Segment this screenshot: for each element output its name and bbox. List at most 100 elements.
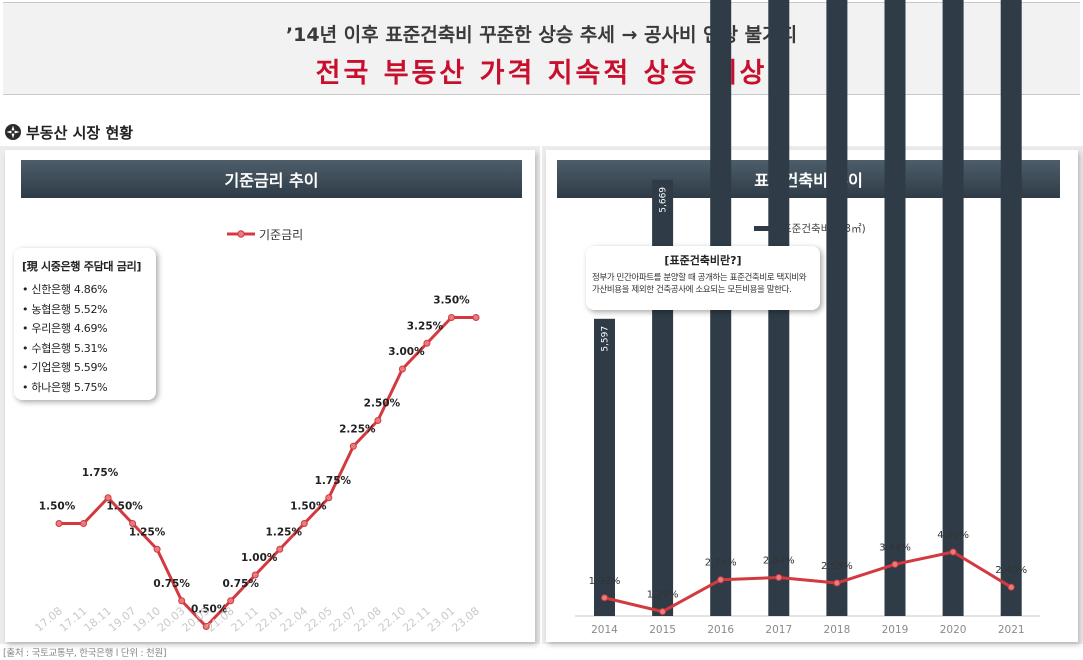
growth-point [717,576,725,584]
growth-point [1007,583,1015,591]
rate-data-label: 0.75% [222,578,259,590]
rate-point [398,365,406,373]
left-chart-legend: 기준금리 [227,228,303,242]
definition-box-title: [표준건축비란?] [664,254,742,267]
rate-x-tick-label: 23.01 [425,604,457,634]
bar-value-label: 5,669 [659,187,669,213]
growth-point [601,594,608,602]
right-panel [546,150,1078,642]
definition-box: [표준건축비란?] 정부가 민간아파트를 분양할 때 공개하는 표준건축비로 택… [586,246,820,310]
rate-x-tick-label: 21.11 [229,604,261,634]
rate-point [300,520,308,527]
rate-point [447,314,455,321]
rate-point [153,545,161,553]
bar [942,0,964,616]
left-legend-label: 기준금리 [259,228,303,242]
bar-x-tick-label: 2016 [707,624,734,636]
bar-x-tick-label: 2021 [998,624,1025,636]
growth-data-label: 2.59% [821,561,853,572]
rate-point [178,597,186,605]
bank-rate-item: 농협은행 5.52% [22,300,148,320]
growth-data-label: 3.44% [879,542,911,553]
bar-x-tick-labels: 2014 2015 2016 2017 2018 2019 2020 2021 [591,624,1024,636]
right-legend-label: 표준건축비(3.3㎡) [782,223,866,235]
rate-data-label: 1.50% [106,501,143,513]
rate-data-label: 3.50% [433,295,470,307]
bar-x-tick-label: 2014 [591,624,618,636]
bank-rate-item: 하나은행 5.75% [22,378,148,398]
rate-x-tick-label: 22.08 [351,604,383,634]
bar-x-tick-label: 2017 [765,624,792,636]
bank-rate-item: 수협은행 5.31% [22,339,148,359]
bank-rate-box: [現 시중은행 주담대 금리] 신한은행 4.86% 농협은행 5.52% 우리… [14,248,156,400]
growth-data-labels: 1.92% 1.29% 2.74% 2.84% 2.59% 3.44% 4.00% 2.40% [589,530,1027,601]
rate-point [374,417,382,424]
rate-x-tick-label: 22.01 [253,604,285,634]
rate-point [472,314,480,321]
rate-data-labels: 1.50% 1.75% 1.50% 1.25% 0.75% 0.50% 0.75% 1.00%… [39,295,470,616]
rate-x-tick-label: 19.07 [106,604,138,634]
growth-data-label: 2.84% [763,556,795,567]
rate-point [55,520,63,527]
rate-x-tick-label: 19.10 [131,604,163,634]
growth-point [891,560,899,568]
rate-data-label: 3.25% [407,320,444,332]
rate-data-label: 2.25% [339,423,376,435]
rate-data-label: 1.75% [315,475,352,487]
growth-data-label: 1.92% [589,576,621,587]
growth-data-label: 2.40% [995,565,1027,576]
header-subtitle: ’14년 이후 표준건축비 꾸준한 상승 추세 → 공사비 인상 불가피 [285,24,798,46]
bar-x-tick-label: 2020 [940,624,967,636]
bar [594,318,615,616]
header-title: 전국 부동산 가격 지속적 상승 예상 [315,58,768,89]
rate-data-label: 1.25% [266,526,303,538]
rate-data-label: 0.50% [191,604,228,616]
rate-data-label: 0.75% [153,578,190,590]
rate-x-tick-label: 22.11 [400,604,432,634]
bar-x-tick-label: 2019 [882,624,909,636]
bar [826,0,848,616]
rate-x-tick-label: 20.03 [155,604,187,634]
gear-icon [5,124,21,140]
definition-box-text: 정부가 민간아파트를 분양할 때 공개하는 표준건축비로 택지비와 가산비용을 … [592,273,807,295]
bank-rate-item: 기업은행 5.59% [22,358,148,378]
rate-data-label: 1.50% [290,501,327,513]
bank-rate-box-title: [現 시중은행 주담대 금리] [22,260,142,273]
rate-point [80,520,88,527]
rate-x-tick-label: 22.04 [278,604,310,634]
rate-x-tick-label: 17.11 [57,604,89,634]
section-label: 부동산 시장 현황 [26,123,134,142]
rate-data-label: 1.50% [39,501,76,513]
rate-point [104,494,112,502]
growth-point [949,548,957,556]
left-chart-title: 기준금리 추이 [21,160,522,198]
section-title: 부동산 시장 현황 [4,121,133,143]
bar-x-tick-label: 2018 [824,624,851,636]
rate-data-label: 3.00% [388,346,425,358]
rate-line [59,316,476,628]
growth-data-label: 2.74% [705,558,737,569]
bar [884,0,906,616]
rate-x-tick-label: 23.08 [449,604,481,634]
rate-x-tick-label: 22.05 [302,604,334,634]
bar-x-tick-label: 2015 [649,624,676,636]
rate-point [129,520,137,527]
bar [1000,0,1022,617]
rate-data-label: 1.00% [241,552,278,564]
growth-point [659,608,667,616]
rate-point [251,571,259,579]
rate-points [55,314,480,630]
rate-point [349,442,357,450]
growth-points [601,548,1015,616]
growth-point [833,579,841,587]
growth-line [604,550,1012,614]
rate-point [276,545,284,553]
rate-x-tick-label: 18.11 [82,604,114,634]
rate-x-tick-label: 22.07 [327,604,359,634]
rate-x-tick-labels: 17.0817.1118.1119.0719.1020.0320.0521.08… [32,604,481,634]
legend-swatch [754,226,780,231]
rate-x-tick-label: 17.08 [32,604,64,634]
growth-line-series [604,550,1012,614]
rate-line-series [59,316,476,628]
